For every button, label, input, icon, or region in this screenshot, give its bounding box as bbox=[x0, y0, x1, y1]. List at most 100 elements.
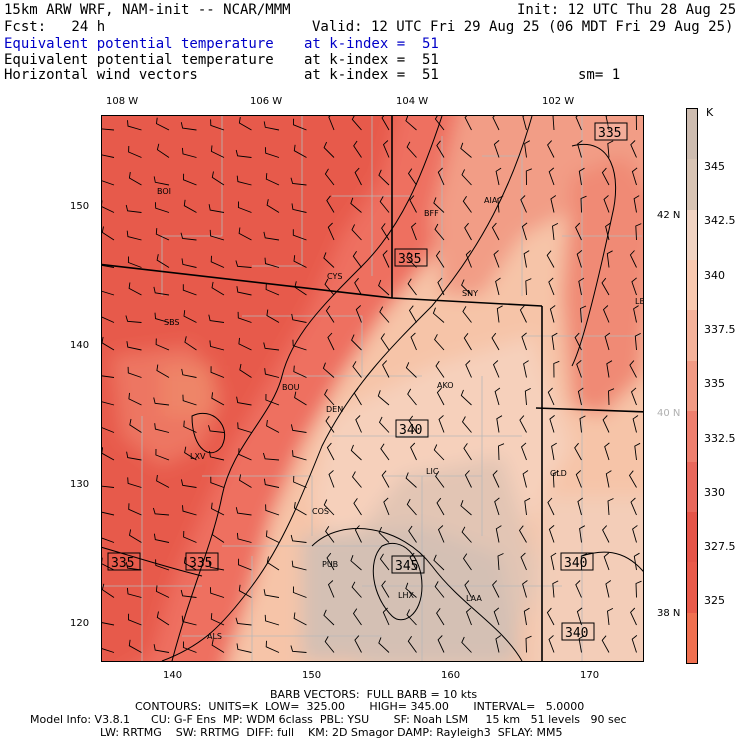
wind-barb bbox=[355, 415, 362, 433]
wind-barb bbox=[635, 116, 638, 131]
wind-barb bbox=[494, 387, 501, 406]
svg-text:340: 340 bbox=[564, 556, 587, 571]
theta-e-contours bbox=[102, 116, 643, 661]
wind-barb bbox=[603, 195, 610, 213]
wind-barb bbox=[410, 332, 417, 351]
wind-barb bbox=[156, 143, 170, 158]
wind-barb bbox=[129, 418, 142, 433]
wind-barb bbox=[210, 476, 225, 488]
wind-barb bbox=[433, 554, 445, 571]
wind-barb bbox=[211, 639, 225, 653]
contour-label: 335 bbox=[107, 552, 141, 571]
wind-barb bbox=[266, 419, 280, 433]
wind-barb bbox=[436, 608, 445, 626]
wind-barb bbox=[353, 498, 362, 516]
wind-barb bbox=[381, 223, 390, 241]
wind-barb bbox=[238, 117, 252, 131]
wind-barb bbox=[354, 525, 362, 543]
wind-barb bbox=[102, 180, 115, 186]
lon-label-108w: 108 W bbox=[106, 96, 139, 107]
wind-barb bbox=[294, 391, 307, 406]
wind-barb bbox=[602, 305, 610, 323]
wind-barb bbox=[102, 511, 115, 516]
svg-text:335: 335 bbox=[189, 556, 212, 571]
wind-barb bbox=[407, 168, 417, 186]
wind-barb bbox=[180, 232, 197, 241]
wind-barb bbox=[462, 306, 472, 323]
lat-label-40n: 40 N bbox=[657, 408, 681, 419]
wind-barb bbox=[495, 167, 502, 186]
wind-barb bbox=[266, 309, 280, 323]
svg-text:345: 345 bbox=[395, 559, 418, 574]
wind-barb bbox=[434, 334, 445, 351]
wind-barb bbox=[154, 202, 170, 213]
wind-barb bbox=[635, 580, 642, 598]
wind-barb bbox=[602, 525, 610, 543]
wind-barb bbox=[552, 116, 555, 131]
wind-barb bbox=[211, 281, 225, 296]
wind-barb bbox=[546, 607, 555, 626]
wind-barb bbox=[438, 415, 445, 433]
wind-barb bbox=[382, 250, 390, 268]
wind-barb bbox=[102, 537, 115, 543]
wind-barb bbox=[325, 525, 335, 543]
wind-barb bbox=[405, 116, 417, 131]
wind-barb bbox=[408, 305, 417, 323]
wind-barb bbox=[525, 635, 532, 653]
wind-barb bbox=[546, 250, 555, 268]
wind-barb bbox=[461, 169, 472, 186]
wind-barb bbox=[465, 607, 472, 626]
wind-barb bbox=[580, 195, 587, 213]
wind-barb bbox=[355, 305, 362, 323]
station-label: PUB bbox=[322, 560, 338, 569]
wind-barb bbox=[210, 145, 225, 158]
colorbar-swatch bbox=[687, 310, 697, 362]
colorbar-swatch bbox=[687, 612, 697, 664]
wind-barb bbox=[154, 423, 170, 433]
wind-barb bbox=[208, 204, 225, 213]
wind-barb bbox=[323, 252, 335, 268]
wind-barb bbox=[381, 580, 390, 598]
wind-barbs bbox=[102, 116, 642, 653]
wind-barb bbox=[462, 195, 472, 213]
contour-label: 335 bbox=[594, 122, 628, 141]
station-labels: BOI BFF AIA CYS SNY LBF SBS BOU AKO DEN … bbox=[157, 187, 643, 641]
wind-barb bbox=[211, 392, 225, 406]
wind-barb bbox=[266, 556, 280, 571]
contour-label: 345 bbox=[391, 555, 425, 574]
y-label-130: 130 bbox=[70, 479, 90, 490]
wind-barb bbox=[351, 334, 362, 351]
wind-barb bbox=[325, 305, 335, 323]
wind-barb bbox=[608, 388, 615, 406]
wind-barb bbox=[406, 609, 417, 626]
wind-barb bbox=[102, 485, 115, 488]
wind-barb bbox=[492, 360, 500, 378]
field-name-shaded: Equivalent potential temperature bbox=[4, 36, 274, 52]
wind-barb bbox=[126, 451, 142, 461]
wind-barb bbox=[524, 387, 531, 406]
init-time: Init: 12 UTC Thu 28 Aug 25 bbox=[517, 2, 737, 18]
wind-barb bbox=[575, 222, 582, 241]
wind-barb bbox=[238, 337, 252, 351]
wind-barb bbox=[604, 442, 610, 461]
wind-barb bbox=[291, 560, 307, 571]
wind-barb bbox=[548, 277, 555, 296]
wind-barb bbox=[263, 121, 280, 131]
wind-barb bbox=[520, 552, 527, 571]
station-label: BOU bbox=[282, 383, 300, 392]
station-label: LHX bbox=[398, 591, 414, 600]
wind-barb bbox=[322, 362, 335, 378]
wind-barb bbox=[521, 332, 527, 351]
wind-barb bbox=[183, 199, 197, 213]
wind-barb bbox=[605, 222, 611, 241]
wind-barb bbox=[239, 363, 252, 378]
wind-barb bbox=[184, 336, 197, 351]
wind-barb bbox=[263, 342, 280, 351]
wind-barb bbox=[406, 141, 417, 158]
station-label: LIC bbox=[426, 467, 439, 476]
wind-barb bbox=[382, 360, 390, 378]
contour-label: 335 bbox=[394, 248, 428, 267]
wind-barb bbox=[264, 257, 280, 268]
wind-barb bbox=[436, 497, 445, 516]
wind-barb bbox=[433, 197, 445, 213]
